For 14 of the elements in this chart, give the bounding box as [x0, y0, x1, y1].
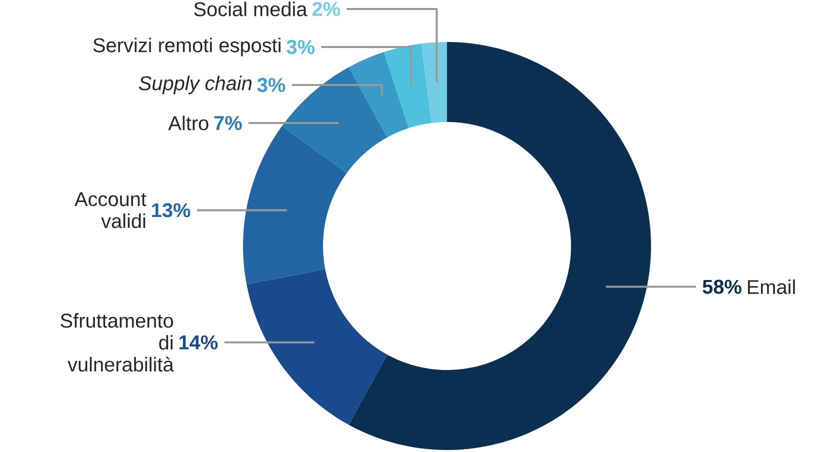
slice-label: Email	[748, 279, 795, 294]
slice-label: Servizi remoti esposti	[93, 38, 280, 56]
data-label: 58%	[702, 280, 742, 294]
data-label: 2%	[312, 2, 340, 16]
data-label: 13%	[152, 203, 190, 218]
slice-label: Sfruttamento di vulnerabilità	[60, 313, 174, 372]
slice-label: Social media	[194, 2, 308, 16]
slice-label: Altro	[168, 116, 208, 130]
slice-label: Supply chain	[138, 76, 252, 94]
data-label: 3%	[286, 40, 314, 54]
data-label: 14%	[179, 335, 218, 350]
slice-label: Account validi	[74, 192, 146, 228]
data-label: 7%	[214, 116, 242, 130]
data-label: 3%	[257, 78, 286, 92]
